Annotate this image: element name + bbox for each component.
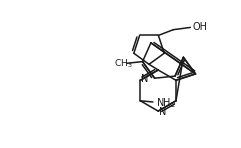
Text: NH$_2$: NH$_2$ [156, 96, 176, 110]
Text: N: N [159, 107, 166, 117]
Text: N: N [141, 74, 149, 84]
Text: CH$_3$: CH$_3$ [114, 57, 133, 70]
Text: OH: OH [193, 22, 208, 32]
